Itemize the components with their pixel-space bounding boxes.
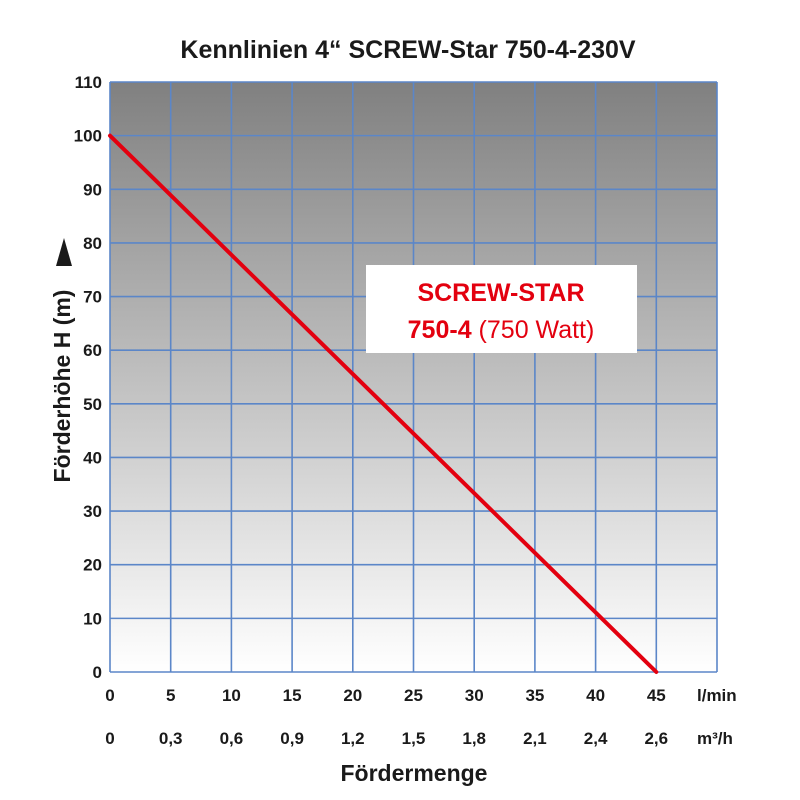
x-tick-label-primary: 5 [166,686,175,705]
x-tick-label-secondary: 2,1 [523,729,547,748]
x-tick-label-secondary: 2,6 [644,729,668,748]
x-tick-label-secondary: 2,4 [584,729,608,748]
x-tick-label-primary: 25 [404,686,423,705]
x-axis-label: Fördermenge [341,760,488,786]
y-tick-label: 100 [74,127,102,146]
x-tick-label-secondary: 0,3 [159,729,183,748]
annotation-box [366,265,637,353]
x-tick-label-secondary: 0,6 [220,729,244,748]
x-tick-label-secondary: 1,2 [341,729,365,748]
y-tick-label: 80 [83,234,102,253]
y-tick-label: 90 [83,180,102,199]
y-tick-label: 60 [83,341,102,360]
chart-title: Kennlinien 4“ SCREW-Star 750-4-230V [180,36,636,64]
y-tick-labels: 0 10 20 30 40 50 60 70 80 90 100 110 [74,73,102,682]
y-tick-label: 30 [83,502,102,521]
y-tick-label: 20 [83,556,102,575]
x-tick-label-primary: 45 [647,686,666,705]
x-tick-label-primary: 35 [525,686,544,705]
y-axis-arrow-icon [56,238,72,266]
x-tick-label-primary: 30 [465,686,484,705]
y-tick-label: 70 [83,288,102,307]
x-tick-labels-secondary: 0 0,3 0,6 0,9 1,2 1,5 1,8 2,1 2,4 2,6 [105,729,668,748]
x-unit-secondary: m³/h [697,729,733,748]
x-tick-label-primary: 10 [222,686,241,705]
y-tick-label: 40 [83,448,102,467]
series-layer [108,133,659,674]
annotation-line2-rest: (750 Watt) [472,316,595,344]
x-tick-label-secondary: 0,9 [280,729,304,748]
y-tick-label: 0 [93,663,102,682]
annotation-line1: SCREW-STAR [417,279,584,307]
x-tick-label-primary: 0 [105,686,114,705]
x-tick-label-secondary: 0 [105,729,114,748]
x-unit-primary: l/min [697,686,737,705]
y-axis-label: Förderhöhe H (m) [49,290,75,483]
y-axis-label-group: Förderhöhe H (m) [49,290,75,483]
x-tick-label-primary: 40 [586,686,605,705]
x-tick-label-secondary: 1,8 [462,729,486,748]
x-tick-label-secondary: 1,5 [402,729,426,748]
x-tick-label-primary: 20 [343,686,362,705]
x-tick-label-primary: 15 [283,686,302,705]
annotation-line2: 750-4 (750 Watt) [408,316,595,344]
annotation-line2-bold: 750-4 [408,316,472,344]
y-tick-label: 110 [75,73,102,92]
x-tick-labels-primary: 0 5 10 15 20 25 30 35 40 45 [105,686,665,705]
y-tick-label: 10 [83,609,102,628]
y-tick-label: 50 [83,395,102,414]
series-line [108,133,659,674]
